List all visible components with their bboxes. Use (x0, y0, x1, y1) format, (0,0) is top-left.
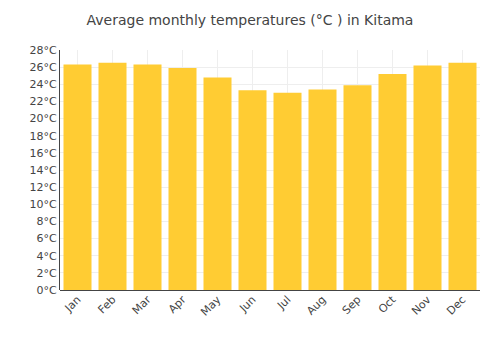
svg-text:Jun: Jun (236, 293, 258, 315)
svg-text:24°C: 24°C (30, 78, 57, 91)
svg-text:12°C: 12°C (30, 181, 57, 194)
svg-text:22°C: 22°C (30, 95, 57, 108)
svg-text:2°C: 2°C (37, 267, 57, 280)
svg-text:14°C: 14°C (30, 164, 57, 177)
svg-text:26°C: 26°C (30, 61, 57, 74)
svg-text:28°C: 28°C (30, 44, 57, 57)
svg-text:Jul: Jul (274, 293, 293, 312)
svg-text:Jan: Jan (62, 293, 84, 315)
svg-text:0°C: 0°C (37, 284, 57, 297)
svg-text:16°C: 16°C (30, 147, 57, 160)
svg-text:Feb: Feb (96, 293, 119, 316)
svg-text:20°C: 20°C (30, 112, 57, 125)
svg-text:Dec: Dec (444, 293, 468, 317)
svg-text:Oct: Oct (376, 293, 399, 316)
svg-text:18°C: 18°C (30, 130, 57, 143)
svg-text:Average monthly temperatures (: Average monthly temperatures (°C ) in Ki… (87, 12, 414, 28)
svg-text:6°C: 6°C (37, 232, 57, 245)
svg-text:Aug: Aug (304, 293, 328, 317)
svg-text:Apr: Apr (166, 293, 189, 316)
svg-text:8°C: 8°C (37, 215, 57, 228)
svg-text:May: May (198, 293, 224, 319)
svg-text:4°C: 4°C (37, 250, 57, 263)
svg-text:Sep: Sep (340, 293, 364, 317)
svg-text:10°C: 10°C (30, 198, 57, 211)
svg-text:Nov: Nov (409, 293, 434, 318)
svg-text:Mar: Mar (130, 293, 154, 317)
